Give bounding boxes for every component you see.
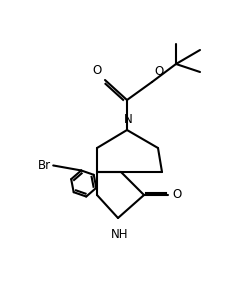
Text: N: N (124, 113, 132, 126)
Text: NH: NH (111, 228, 129, 241)
Text: Br: Br (38, 159, 51, 172)
Text: O: O (93, 64, 102, 77)
Text: O: O (154, 65, 163, 78)
Text: O: O (172, 188, 181, 202)
